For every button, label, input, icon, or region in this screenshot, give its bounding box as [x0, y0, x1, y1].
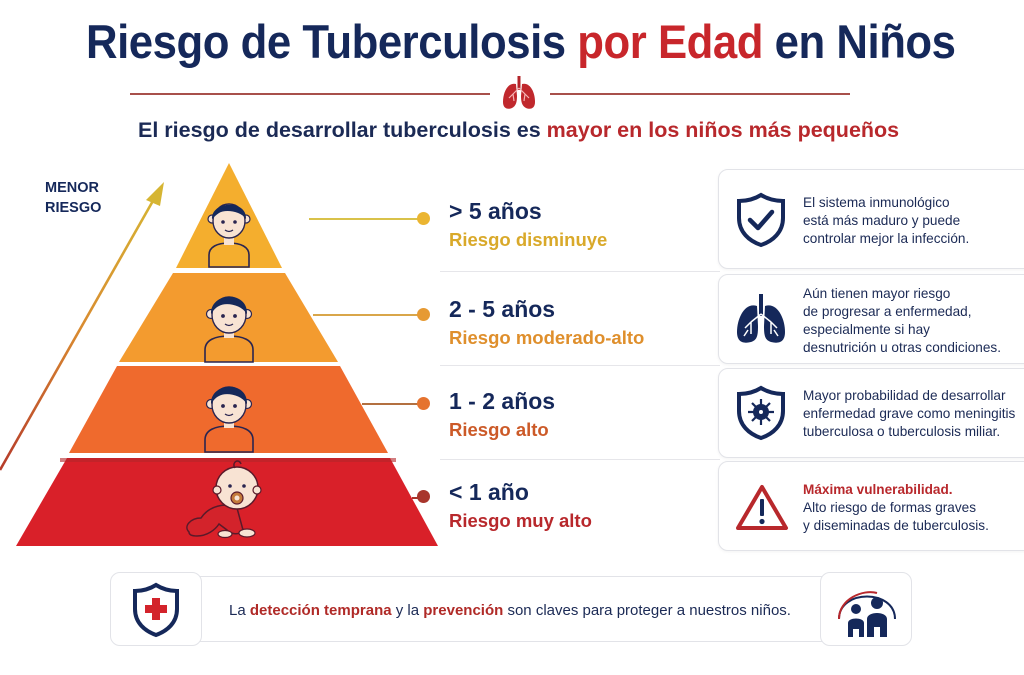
title-divider-right: [550, 93, 850, 95]
info-card-2: Aún tienen mayor riesgo de progresar a e…: [718, 274, 1024, 364]
child-icon: [204, 386, 254, 453]
footer-bar: [162, 576, 862, 642]
card-line: desnutrición u otras condiciones.: [803, 340, 1001, 355]
card-line: El sistema inmunológico: [803, 195, 950, 210]
info-card-3: Mayor probabilidad de desarrollar enferm…: [718, 368, 1024, 458]
warning-triangle-icon: [736, 485, 788, 530]
page-title: Riesgo de Tuberculosis por Edad en Niños: [86, 14, 956, 69]
card-text: Mayor probabilidad de desarrollar enferm…: [803, 387, 1015, 441]
family-protection-icon: [838, 591, 896, 637]
title-divider-left: [130, 93, 490, 95]
age-label: 1 - 2 años: [449, 388, 556, 414]
footer-text-part: son claves para proteger a nuestros niño…: [503, 602, 791, 619]
baby-crawling-icon: [186, 460, 262, 539]
card-line: enfermedad grave como meningitis: [803, 406, 1016, 421]
title-part1: Riesgo de Tuberculosis: [86, 15, 578, 68]
shield-check-icon: [737, 192, 785, 248]
subtitle-part1: El riesgo de desarrollar tuberculosis es: [138, 118, 547, 142]
lungs-icon: [503, 76, 535, 109]
child-icon: [204, 296, 254, 363]
age-label: > 5 años: [449, 198, 542, 224]
card-line: de progresar a enfermedad,: [803, 304, 972, 319]
card-line: está más maduro y puede: [803, 213, 961, 228]
card-heading: Máxima vulnerabilidad.: [803, 482, 953, 497]
title-highlight: por Edad: [577, 15, 763, 68]
risk-pyramid: [16, 163, 438, 546]
connector-dot-tier-2: [417, 308, 430, 321]
card-line: especialmente si hay: [803, 322, 930, 337]
shield-virus-icon: [737, 385, 785, 441]
age-group-3: 1 - 2 años Riesgo alto: [449, 388, 555, 441]
connector-line-tier-1: [309, 218, 423, 220]
age-group-4: < 1 año Riesgo muy alto: [449, 479, 592, 532]
connector-line-tier-2: [313, 314, 423, 316]
card-line: controlar mejor la infección.: [803, 231, 970, 246]
footer-highlight: prevención: [423, 602, 504, 619]
row-separator: [440, 459, 720, 460]
card-text: Máxima vulnerabilidad. Alto riesgo de fo…: [803, 481, 989, 535]
risk-label: Riesgo moderado-alto: [449, 327, 645, 348]
age-label: < 1 año: [449, 479, 529, 505]
connector-dot-tier-4: [417, 490, 430, 503]
risk-label: Riesgo disminuye: [449, 229, 608, 250]
footer-highlight: detección temprana: [249, 602, 392, 619]
age-group-2: 2 - 5 años Riesgo moderado-alto: [449, 296, 644, 349]
row-separator: [440, 365, 720, 366]
axis-label-line2: RIESGO: [45, 200, 102, 216]
footer-right-icon-box: [820, 572, 912, 646]
card-line: Mayor probabilidad de desarrollar: [803, 388, 1006, 403]
footer-message: La detección temprana y la prevención so…: [229, 602, 791, 619]
card-line: Alto riesgo de formas graves: [803, 500, 977, 515]
footer-left-icon-box: [110, 572, 202, 646]
info-card-1: El sistema inmunológico está más maduro …: [718, 169, 1024, 269]
lungs-icon: [737, 294, 785, 343]
footer-text-part: y la: [391, 602, 424, 619]
child-icon: [207, 203, 251, 268]
risk-label: Riesgo alto: [449, 419, 549, 440]
footer-text-part: La: [229, 602, 250, 619]
shield-medical-cross-icon: [133, 582, 179, 638]
card-text: El sistema inmunológico está más maduro …: [803, 194, 969, 248]
row-separator: [440, 271, 720, 272]
card-line: tuberculosa o tuberculosis miliar.: [803, 424, 1001, 439]
title-part2: en Niños: [762, 15, 956, 68]
risk-label: Riesgo muy alto: [449, 510, 592, 531]
connector-line-tier-3: [362, 403, 423, 405]
age-group-1: > 5 años Riesgo disminuye: [449, 198, 607, 251]
arrow-up-right-icon: [0, 182, 164, 471]
subtitle: El riesgo de desarrollar tuberculosis es…: [138, 118, 899, 143]
card-line: y diseminadas de tuberculosis.: [803, 518, 989, 533]
connector-dot-tier-3: [417, 397, 430, 410]
axis-label: MENOR RIESGO: [45, 178, 101, 218]
connector-dot-tier-1: [417, 212, 430, 225]
subtitle-highlight: mayor en los niños más pequeños: [546, 118, 900, 142]
axis-label-line1: MENOR: [45, 180, 99, 196]
card-line: Aún tienen mayor riesgo: [803, 286, 951, 301]
info-card-4: Máxima vulnerabilidad. Alto riesgo de fo…: [718, 461, 1024, 551]
card-text: Aún tienen mayor riesgo de progresar a e…: [803, 285, 1001, 357]
age-label: 2 - 5 años: [449, 296, 556, 322]
